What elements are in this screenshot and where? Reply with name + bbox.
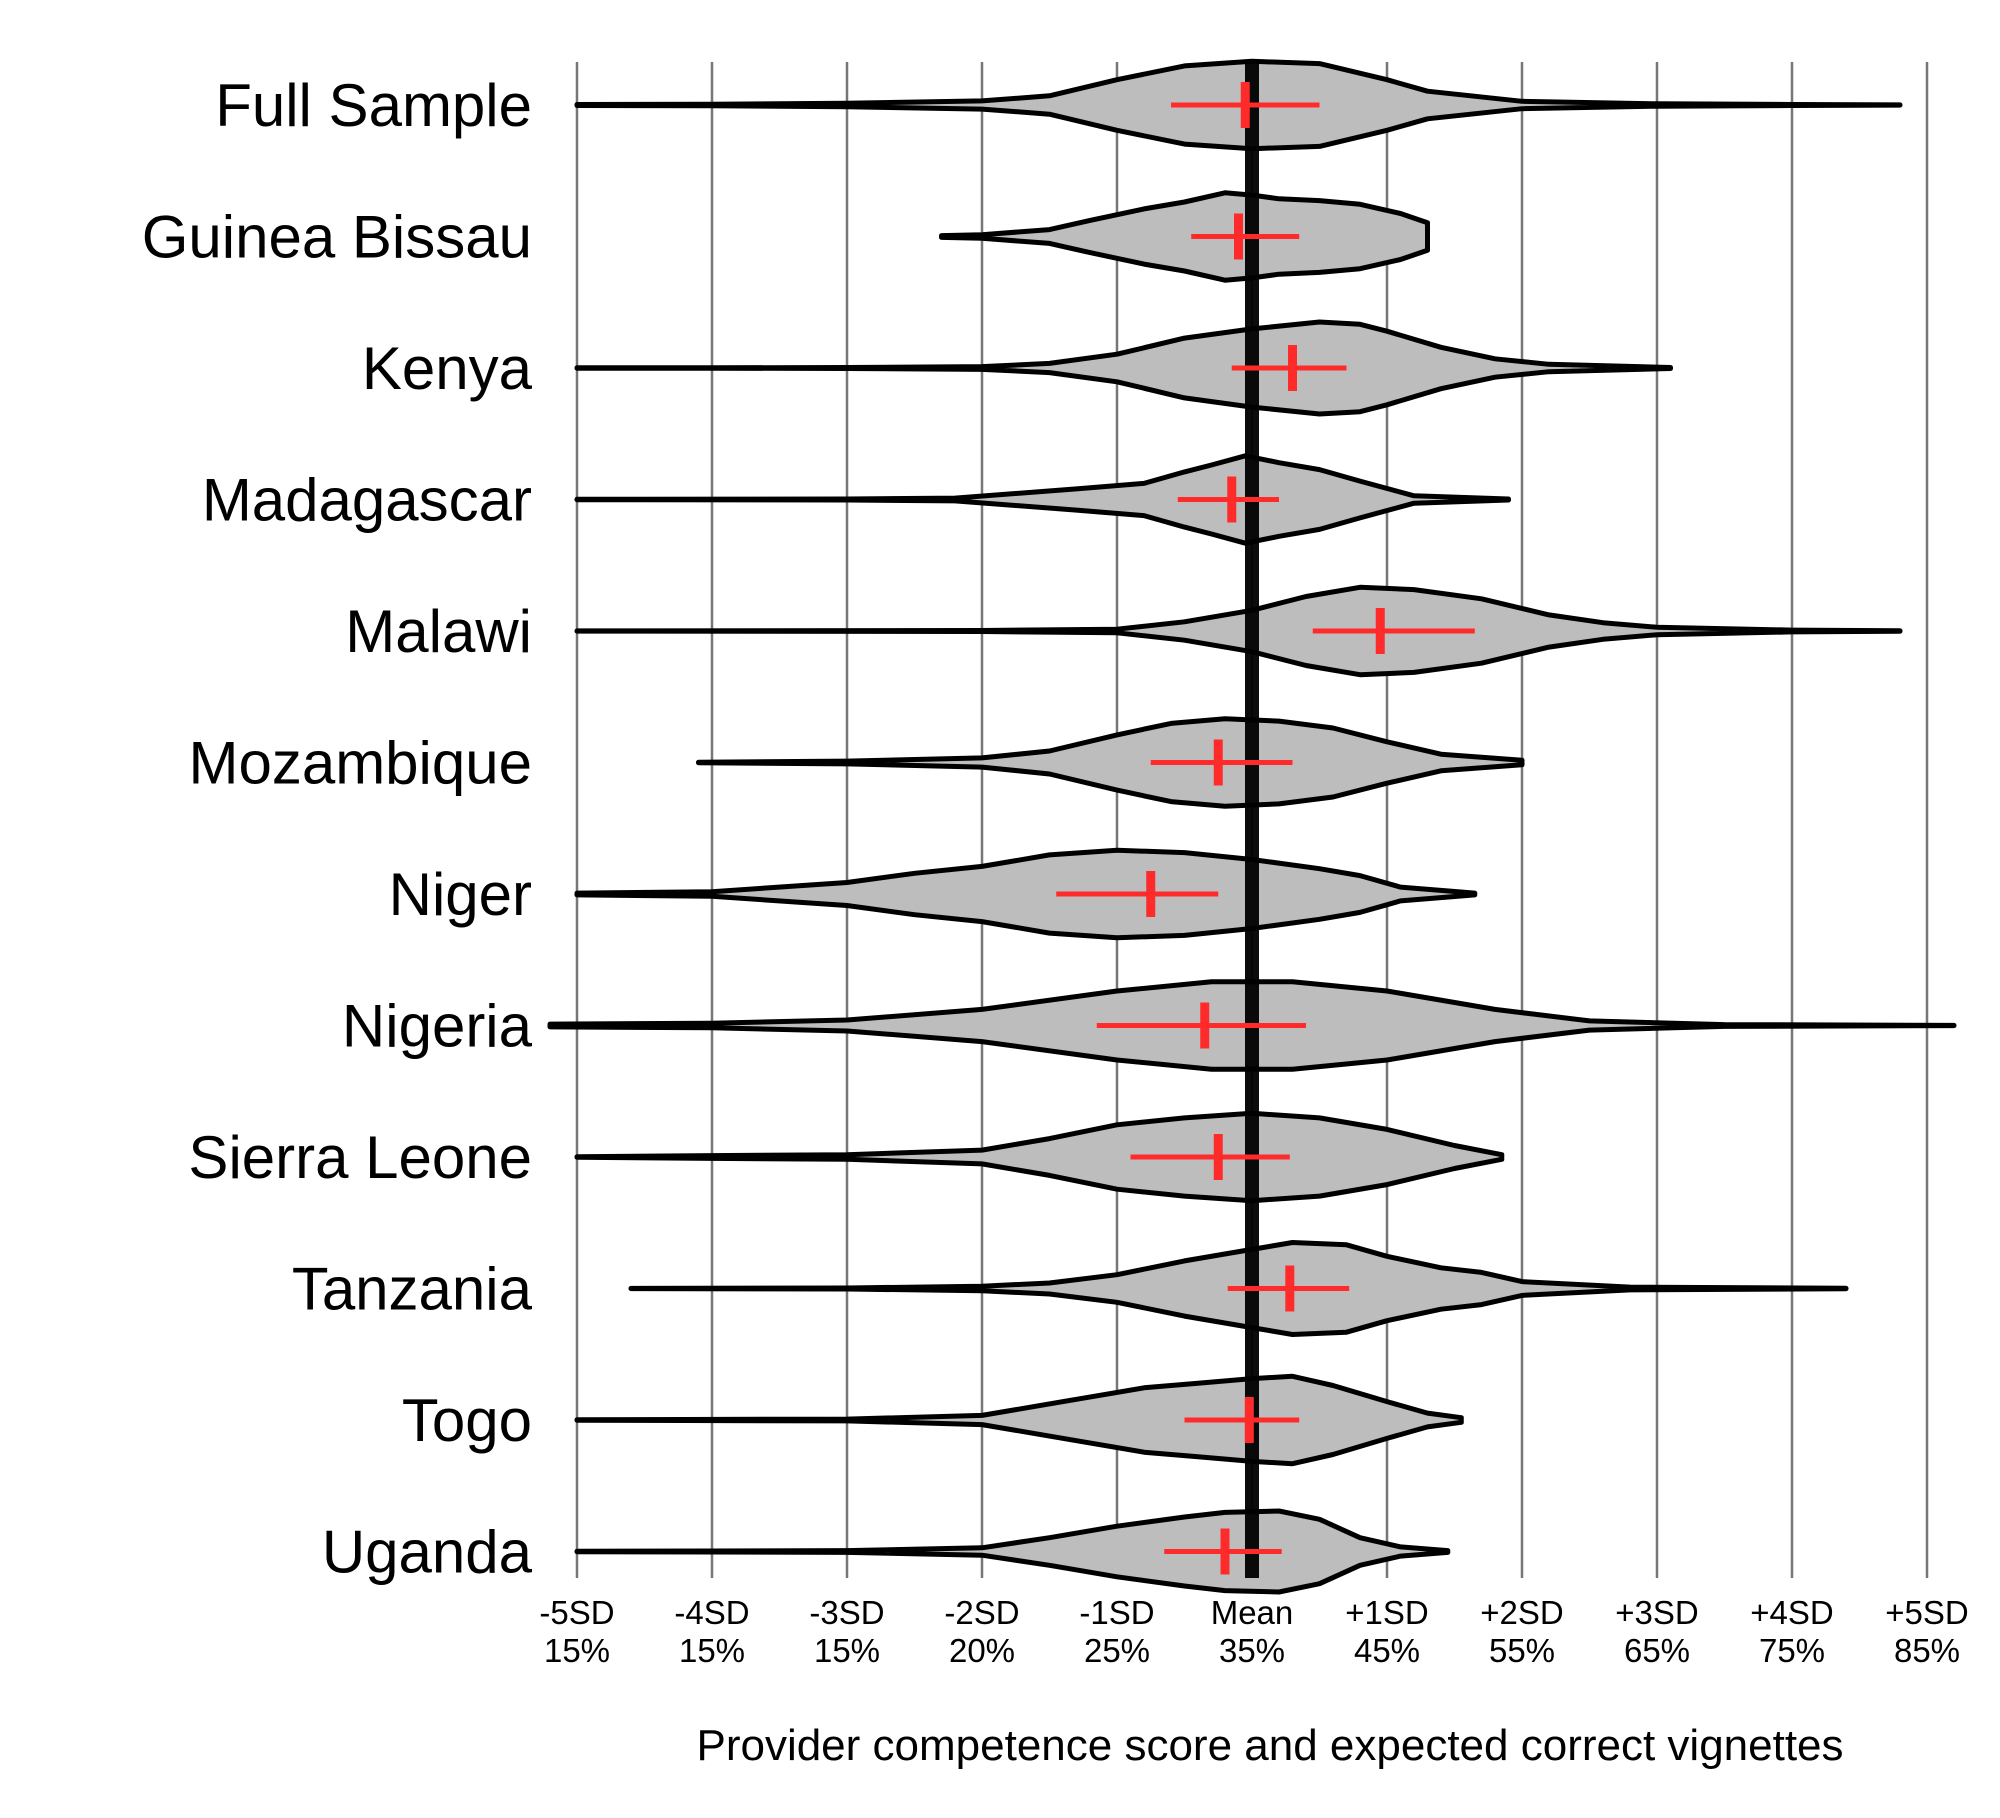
- x-tick-labels: -5SD15%-4SD15%-3SD15%-2SD20%-1SD25%Mean3…: [539, 1594, 1968, 1669]
- ci-markers: [1056, 82, 1475, 1575]
- violin-11: [574, 1508, 1451, 1595]
- x-tick-sd-label-10: +5SD: [1885, 1594, 1968, 1631]
- violin-4: [574, 584, 1903, 678]
- category-label-7: Nigeria: [342, 993, 533, 1060]
- x-tick-pct-label-0: 15%: [544, 1632, 610, 1669]
- violin-2: [574, 319, 1673, 417]
- x-tick-sd-label-0: -5SD: [539, 1594, 614, 1631]
- category-label-1: Guinea Bissau: [142, 204, 532, 271]
- category-label-0: Full Sample: [215, 72, 532, 139]
- category-label-10: Togo: [402, 1387, 532, 1454]
- category-label-6: Niger: [389, 861, 532, 928]
- x-axis-title: Provider competence score and expected c…: [696, 1721, 1843, 1770]
- x-tick-sd-label-8: +3SD: [1615, 1594, 1698, 1631]
- category-label-4: Malawi: [345, 598, 532, 665]
- category-label-8: Sierra Leone: [188, 1124, 532, 1191]
- x-tick-sd-label-6: +1SD: [1345, 1594, 1428, 1631]
- category-label-3: Madagascar: [202, 467, 532, 534]
- x-tick-pct-label-8: 65%: [1624, 1632, 1690, 1669]
- x-tick-pct-label-1: 15%: [679, 1632, 745, 1669]
- x-tick-sd-label-4: -1SD: [1079, 1594, 1154, 1631]
- x-tick-pct-label-5: 35%: [1219, 1632, 1285, 1669]
- x-tick-pct-label-2: 15%: [814, 1632, 880, 1669]
- category-label-5: Mozambique: [188, 730, 532, 797]
- x-tick-pct-label-7: 55%: [1489, 1632, 1555, 1669]
- category-label-2: Kenya: [362, 335, 533, 402]
- x-tick-sd-label-5: Mean: [1211, 1594, 1294, 1631]
- x-tick-sd-label-9: +4SD: [1750, 1594, 1833, 1631]
- category-labels: Full Sample Guinea Bissau Kenya Madagascar M…: [142, 72, 533, 1586]
- x-tick-pct-label-9: 75%: [1759, 1632, 1825, 1669]
- category-label-11: Uganda: [322, 1519, 533, 1586]
- x-tick-pct-label-6: 45%: [1354, 1632, 1420, 1669]
- violin-1: [939, 190, 1430, 283]
- x-tick-sd-label-7: +2SD: [1480, 1594, 1563, 1631]
- x-tick-pct-label-10: 85%: [1894, 1632, 1960, 1669]
- violin-5: [696, 716, 1525, 809]
- violin-10: [574, 1373, 1464, 1467]
- violin-8: [574, 1110, 1505, 1204]
- x-tick-sd-label-3: -2SD: [944, 1594, 1019, 1631]
- x-tick-sd-label-2: -3SD: [809, 1594, 884, 1631]
- x-tick-sd-label-1: -4SD: [674, 1594, 749, 1631]
- category-label-9: Tanzania: [292, 1256, 533, 1323]
- x-tick-pct-label-4: 25%: [1084, 1632, 1150, 1669]
- x-tick-pct-label-3: 20%: [949, 1632, 1015, 1669]
- violin-3: [574, 453, 1511, 546]
